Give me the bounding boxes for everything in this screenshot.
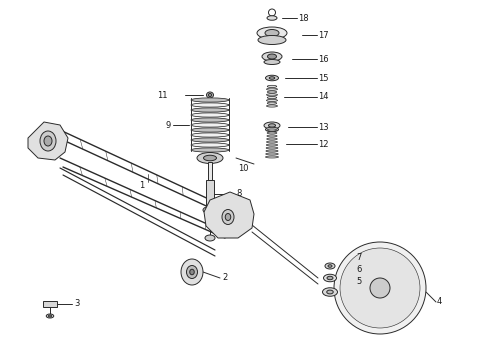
Text: 3: 3 — [74, 300, 79, 309]
Polygon shape — [204, 192, 254, 238]
Ellipse shape — [266, 153, 278, 155]
Ellipse shape — [267, 91, 277, 93]
Ellipse shape — [197, 153, 223, 163]
Ellipse shape — [190, 269, 194, 275]
Ellipse shape — [191, 113, 229, 117]
Ellipse shape — [269, 77, 275, 79]
Text: 18: 18 — [298, 14, 309, 23]
Ellipse shape — [205, 235, 215, 241]
Ellipse shape — [328, 265, 332, 267]
Ellipse shape — [44, 136, 52, 146]
Ellipse shape — [191, 118, 229, 122]
Ellipse shape — [323, 274, 337, 282]
Ellipse shape — [49, 315, 51, 317]
Ellipse shape — [267, 16, 277, 20]
Text: 14: 14 — [318, 92, 328, 101]
Ellipse shape — [267, 132, 277, 134]
Circle shape — [269, 9, 275, 16]
Ellipse shape — [262, 52, 282, 61]
Ellipse shape — [191, 108, 229, 112]
Ellipse shape — [222, 210, 234, 225]
Bar — [206, 180, 214, 208]
Ellipse shape — [46, 314, 54, 318]
Ellipse shape — [203, 207, 217, 213]
Ellipse shape — [206, 92, 214, 98]
Ellipse shape — [266, 144, 278, 146]
Text: 8: 8 — [236, 189, 242, 198]
Ellipse shape — [266, 147, 278, 149]
Text: 7: 7 — [356, 253, 361, 262]
Text: 16: 16 — [318, 54, 329, 63]
Ellipse shape — [266, 150, 278, 152]
Circle shape — [370, 278, 390, 298]
Text: 6: 6 — [356, 266, 361, 275]
Ellipse shape — [264, 122, 280, 129]
Text: 15: 15 — [318, 73, 328, 82]
Circle shape — [340, 248, 420, 328]
Ellipse shape — [268, 129, 277, 131]
Ellipse shape — [268, 54, 276, 59]
Ellipse shape — [327, 290, 333, 294]
Circle shape — [334, 242, 426, 334]
Text: 4: 4 — [437, 297, 442, 306]
Ellipse shape — [266, 75, 278, 81]
Text: 17: 17 — [318, 31, 329, 40]
Ellipse shape — [264, 59, 280, 64]
Ellipse shape — [203, 155, 217, 161]
Ellipse shape — [181, 259, 203, 285]
Ellipse shape — [257, 27, 287, 39]
Ellipse shape — [191, 98, 229, 102]
Ellipse shape — [191, 138, 229, 142]
Text: 2: 2 — [222, 274, 227, 283]
Ellipse shape — [267, 96, 277, 99]
Ellipse shape — [206, 221, 214, 227]
Text: 1: 1 — [139, 180, 145, 189]
Ellipse shape — [267, 88, 277, 90]
Ellipse shape — [266, 156, 278, 158]
Ellipse shape — [267, 99, 277, 102]
Ellipse shape — [267, 138, 277, 140]
Ellipse shape — [267, 102, 277, 104]
Ellipse shape — [191, 123, 229, 127]
Bar — [43, 301, 57, 307]
Ellipse shape — [191, 103, 229, 107]
Ellipse shape — [267, 94, 277, 96]
Ellipse shape — [267, 85, 277, 87]
Ellipse shape — [191, 133, 229, 137]
Text: 13: 13 — [318, 122, 329, 131]
Ellipse shape — [267, 135, 277, 137]
Text: 11: 11 — [157, 90, 168, 99]
Ellipse shape — [322, 288, 338, 296]
Ellipse shape — [327, 276, 333, 280]
Ellipse shape — [258, 36, 286, 45]
Text: 12: 12 — [318, 140, 328, 149]
Ellipse shape — [187, 266, 197, 279]
Text: 10: 10 — [238, 163, 248, 172]
Ellipse shape — [208, 94, 212, 96]
Polygon shape — [28, 122, 68, 160]
Ellipse shape — [191, 148, 229, 152]
Ellipse shape — [191, 128, 229, 132]
Text: 9: 9 — [166, 121, 171, 130]
Ellipse shape — [266, 127, 278, 132]
Ellipse shape — [191, 143, 229, 147]
Ellipse shape — [207, 208, 213, 212]
Bar — [208, 162, 212, 180]
Ellipse shape — [225, 213, 231, 220]
Ellipse shape — [269, 124, 275, 127]
Text: 5: 5 — [356, 278, 361, 287]
Ellipse shape — [325, 263, 335, 269]
Ellipse shape — [40, 131, 56, 151]
Ellipse shape — [265, 30, 279, 36]
Ellipse shape — [267, 141, 277, 143]
Ellipse shape — [267, 105, 277, 107]
